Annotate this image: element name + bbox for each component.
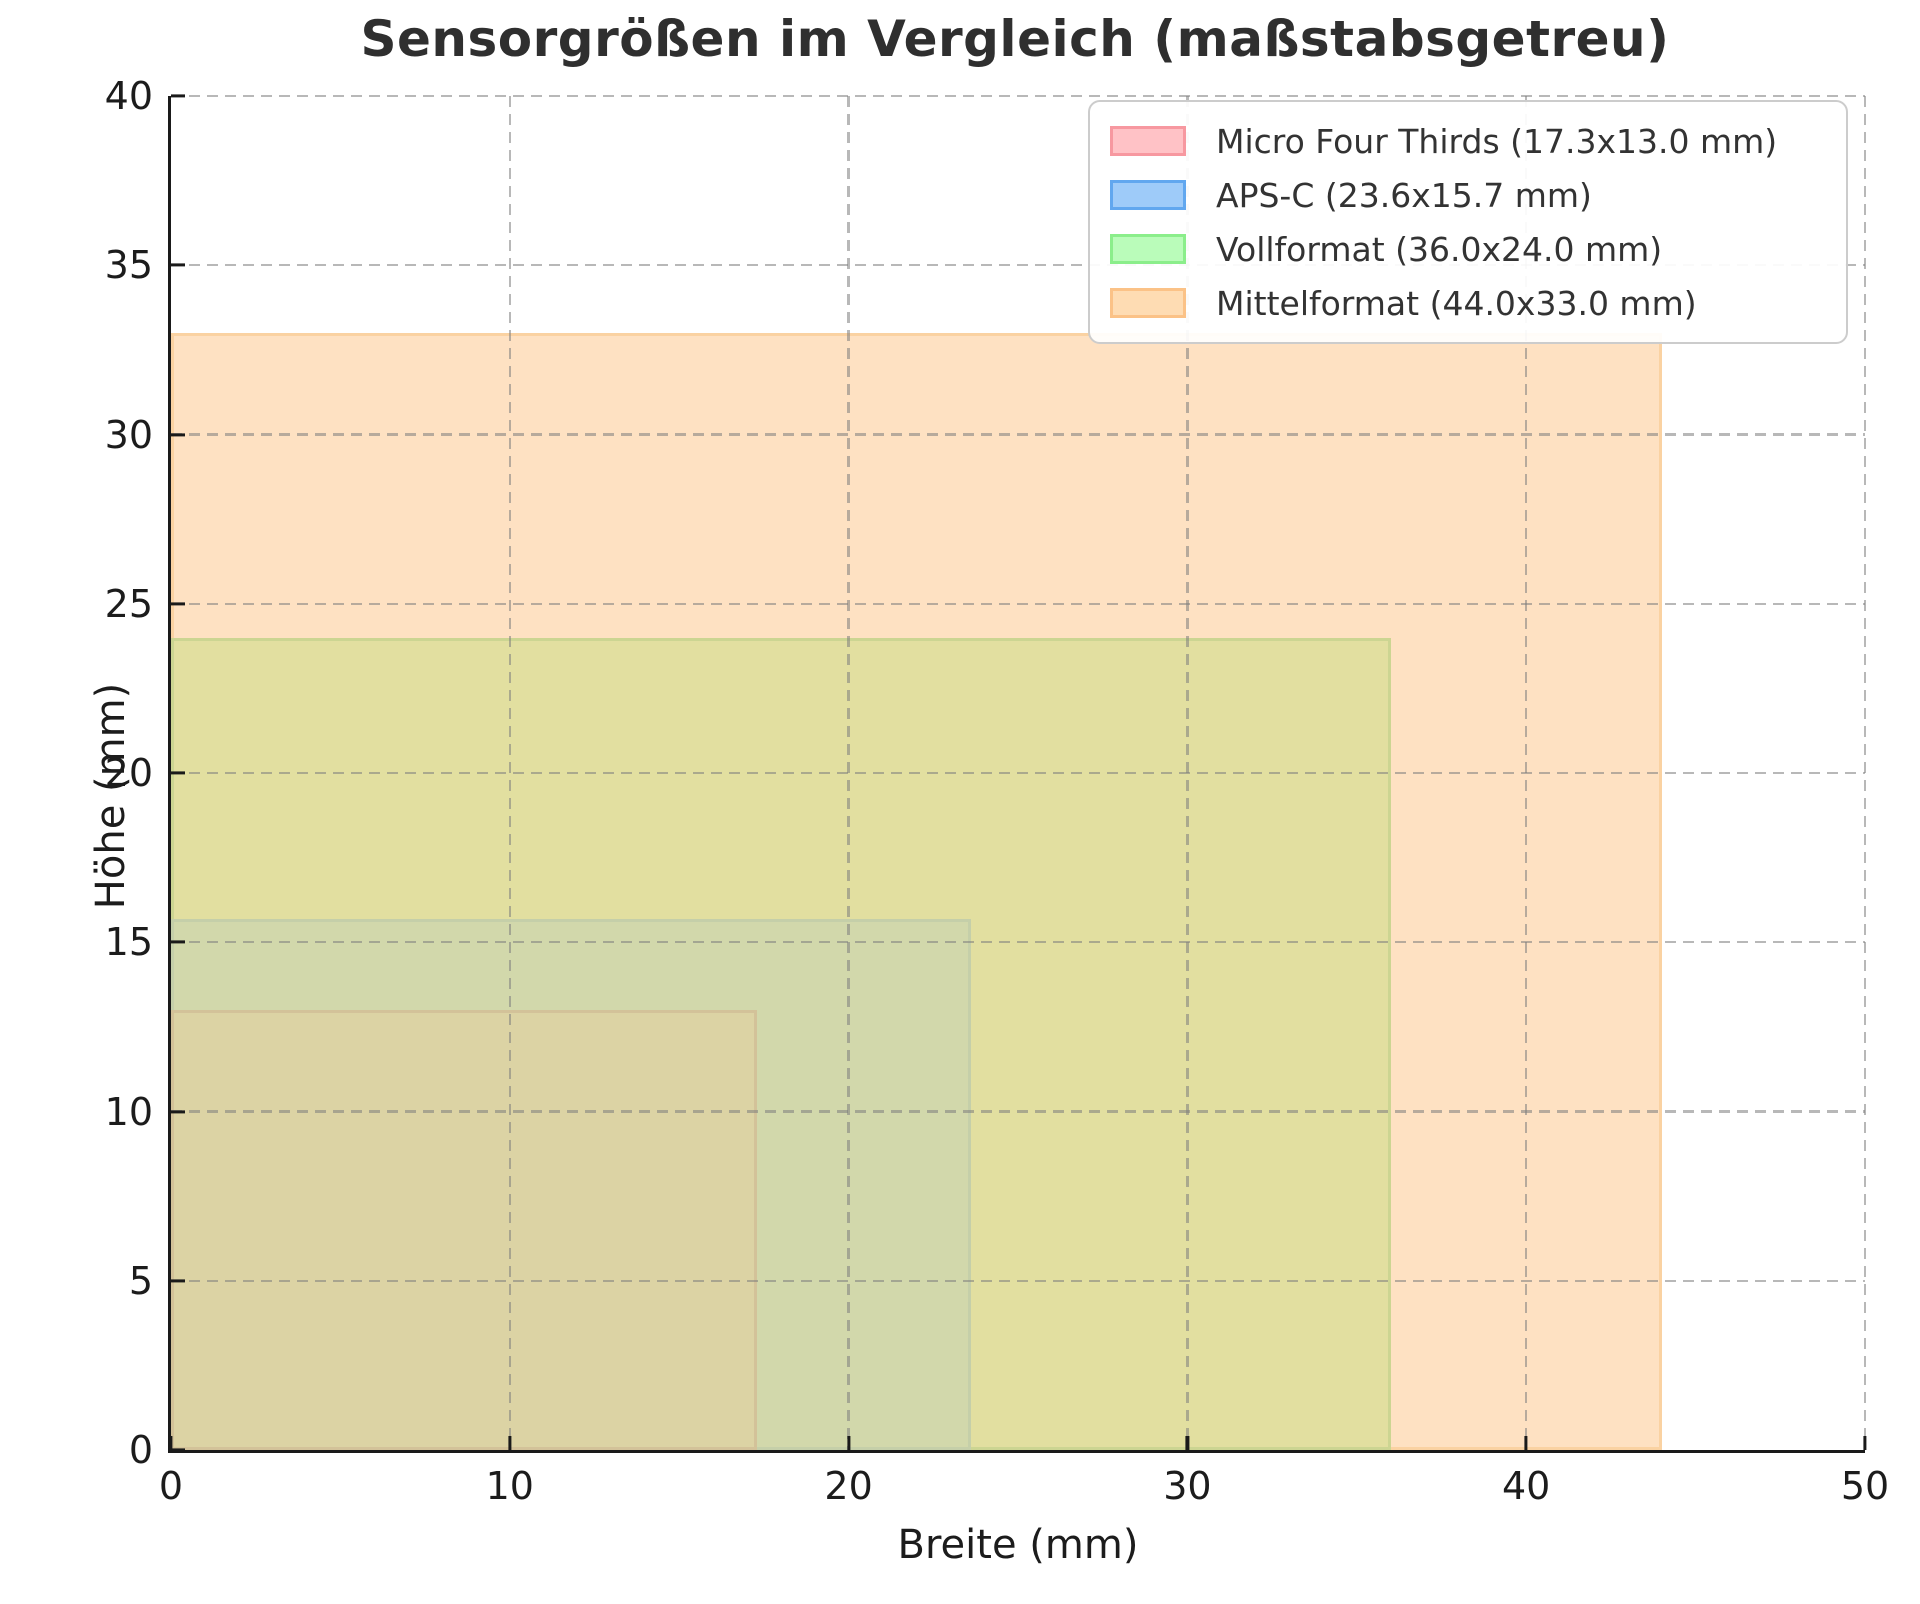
legend-row-micro-four-thirds: Micro Four Thirds (17.3x13.0 mm) (1110, 114, 1828, 168)
x-tick-label-40: 40 (1502, 1464, 1551, 1508)
gridline-y-35 (171, 264, 1865, 267)
gridline-y-15 (171, 941, 1865, 944)
y-tick-label-35: 35 (104, 243, 153, 288)
y-tick-35 (171, 263, 185, 267)
gridline-y-30 (171, 433, 1865, 436)
gridline-y-5 (171, 1279, 1865, 1282)
y-tick-label-5: 5 (128, 1258, 153, 1303)
legend-row-aps-c: APS-C (23.6x15.7 mm) (1110, 168, 1828, 222)
y-tick-20 (171, 771, 185, 775)
y-axis-label: Höhe (mm) (88, 682, 135, 910)
y-tick-15 (171, 940, 185, 944)
legend-swatch-icon (1110, 126, 1186, 156)
x-axis-label: Breite (mm) (897, 1522, 1139, 1568)
y-tick-10 (171, 1109, 185, 1114)
y-tick-0 (171, 1448, 185, 1452)
y-tick-label-40: 40 (104, 74, 153, 118)
x-tick-30 (1185, 1436, 1189, 1450)
y-tick-label-20: 20 (104, 751, 153, 795)
y-tick-30 (171, 432, 185, 437)
x-tick-label-50: 50 (1840, 1464, 1890, 1508)
y-tick-40 (171, 94, 185, 98)
x-tick-10 (508, 1436, 512, 1450)
chart-title: Sensorgrößen im Vergleich (maßstabsgetre… (360, 10, 1670, 68)
y-tick-label-15: 15 (104, 920, 153, 965)
legend-swatch-icon (1110, 180, 1186, 210)
y-tick-label-10: 10 (104, 1089, 153, 1134)
y-tick-label-30: 30 (104, 412, 153, 457)
x-tick-label-20: 20 (824, 1464, 873, 1508)
legend-label: Mittelformat (44.0x33.0 mm) (1216, 283, 1697, 323)
y-tick-label-25: 25 (104, 581, 153, 626)
legend-box: Micro Four Thirds (17.3x13.0 mm) APS-C (2… (1088, 100, 1848, 344)
x-tick-50 (1863, 1436, 1867, 1450)
legend-swatch-icon (1110, 234, 1186, 264)
x-tick-label-0: 0 (158, 1464, 184, 1508)
gridline-y-25 (171, 602, 1865, 605)
x-tick-label-10: 10 (485, 1464, 534, 1508)
legend-row-mittelformat: Mittelformat (44.0x33.0 mm) (1110, 276, 1828, 330)
sensor-rect-micro-four-thirds (171, 1009, 758, 1450)
gridline-y-20 (171, 771, 1865, 775)
y-tick-5 (171, 1279, 185, 1283)
gridline-y-10 (171, 1110, 1865, 1113)
legend-row-vollformat: Vollformat (36.0x24.0 mm) (1110, 222, 1828, 276)
x-tick-0 (169, 1436, 173, 1450)
gridline-y-40 (171, 94, 1865, 98)
legend-swatch-icon (1110, 288, 1186, 318)
x-tick-label-30: 30 (1163, 1464, 1212, 1508)
legend-label: Micro Four Thirds (17.3x13.0 mm) (1216, 121, 1778, 161)
legend-label: Vollformat (36.0x24.0 mm) (1216, 229, 1663, 269)
plot-area: 0 10 20 30 40 50 0 5 10 15 20 25 30 35 40 Breite (mm) … (88, 74, 1889, 1568)
y-tick-label-0: 0 (128, 1428, 153, 1472)
y-tick-25 (171, 602, 185, 606)
legend-label: APS-C (23.6x15.7 mm) (1216, 175, 1592, 215)
x-tick-20 (847, 1436, 851, 1450)
x-tick-40 (1524, 1436, 1528, 1450)
